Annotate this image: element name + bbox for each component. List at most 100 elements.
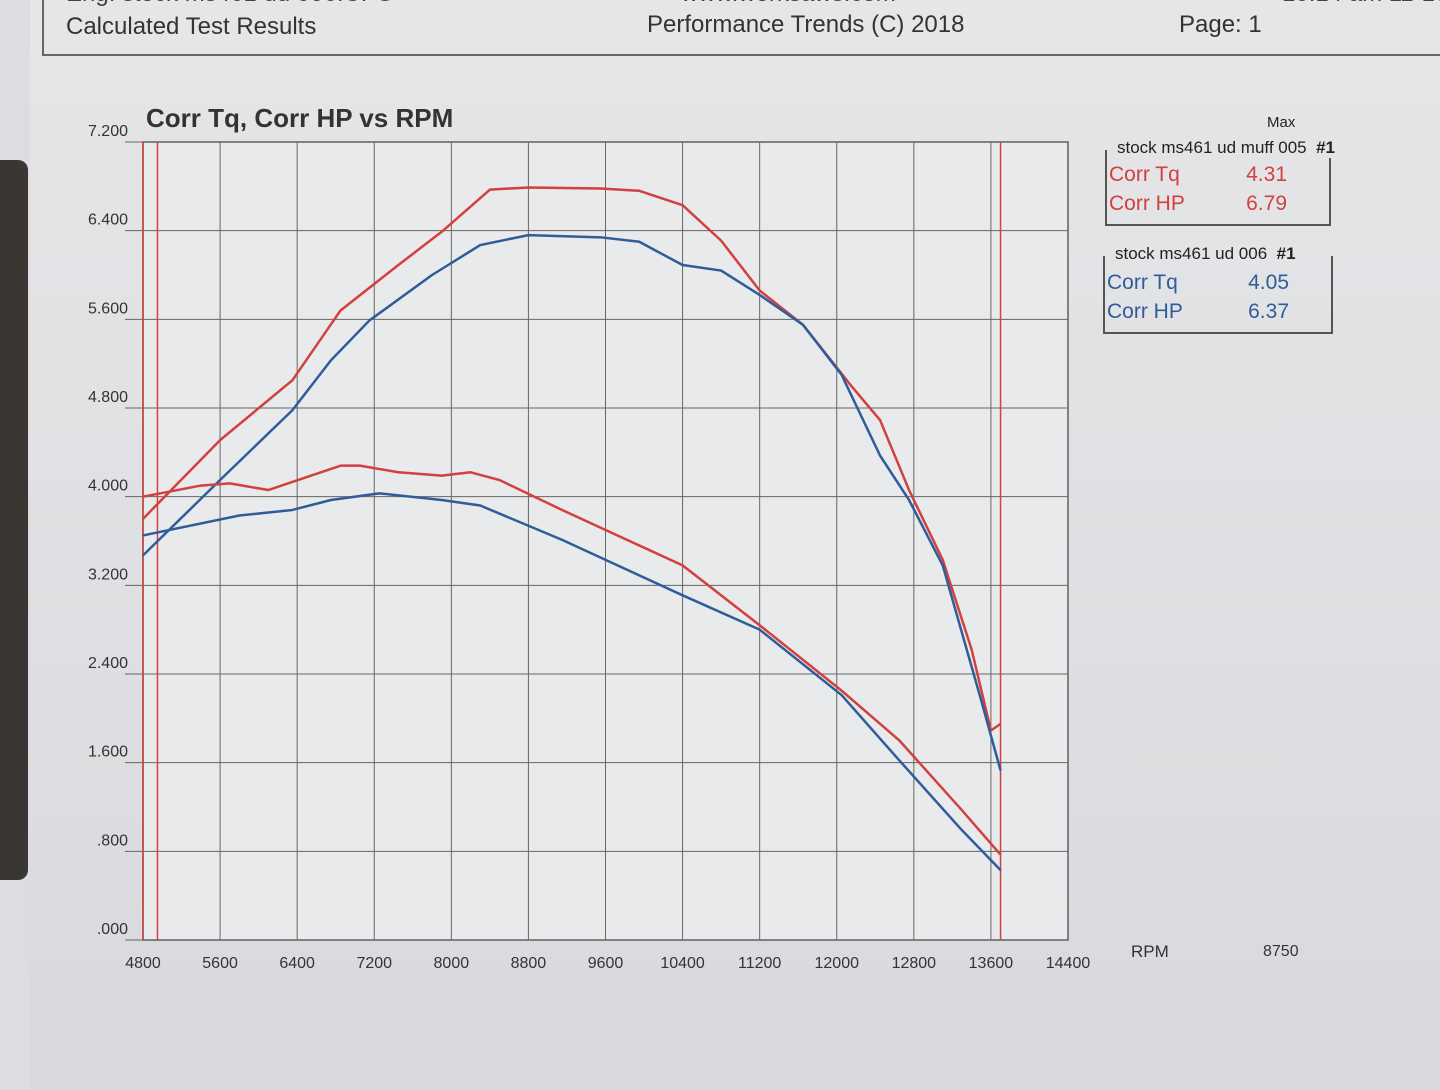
data-point bbox=[961, 829, 963, 832]
data-point bbox=[527, 234, 530, 236]
data-point bbox=[368, 319, 371, 322]
timestamp: 10:14 am 11-16-20 bbox=[1282, 0, 1440, 8]
data-point bbox=[999, 769, 1002, 772]
data-point bbox=[638, 189, 641, 192]
data-point bbox=[961, 809, 963, 812]
data-point bbox=[898, 739, 901, 742]
data-point bbox=[291, 409, 294, 412]
data-point bbox=[758, 624, 761, 627]
data-point bbox=[802, 324, 804, 326]
data-point bbox=[599, 187, 602, 190]
data-point bbox=[638, 240, 641, 243]
data-point bbox=[440, 474, 443, 477]
engine-file: Eng: stock ms461 ud 006.CFG bbox=[66, 0, 394, 8]
y-tick-label: 2.400 bbox=[88, 655, 128, 672]
data-point bbox=[840, 689, 843, 692]
data-point bbox=[999, 853, 1002, 856]
y-tick-label: 1.600 bbox=[88, 744, 128, 761]
page-number: Page: 1 bbox=[1179, 11, 1262, 38]
data-point bbox=[498, 479, 501, 481]
data-point bbox=[720, 239, 722, 242]
data-point bbox=[330, 499, 332, 501]
data-point bbox=[479, 244, 482, 246]
data-point bbox=[219, 479, 221, 481]
legend-run-2: stock ms461 ud 006 #1 Corr Tq 4.05 Corr H… bbox=[1103, 244, 1333, 334]
y-tick-label: 4.800 bbox=[88, 389, 128, 406]
data-point bbox=[681, 594, 684, 597]
data-point bbox=[980, 699, 983, 702]
data-point bbox=[840, 373, 843, 376]
legend-hp-label: Corr HP bbox=[1107, 300, 1183, 323]
data-point bbox=[638, 574, 641, 577]
y-tick-label: 3.200 bbox=[88, 566, 128, 583]
report-header: Eng: stock ms461 ud 006.CFG www.worksaws… bbox=[42, 0, 1440, 56]
data-point bbox=[228, 482, 231, 485]
x-tick-label: 10400 bbox=[660, 955, 705, 972]
series-corr-hp-line bbox=[142, 233, 1002, 771]
y-tick-label: .800 bbox=[97, 832, 128, 849]
y-tick-label: 5.600 bbox=[88, 300, 128, 317]
data-point bbox=[291, 509, 294, 511]
y-tick-label: 6.400 bbox=[88, 212, 128, 229]
data-point bbox=[339, 309, 342, 312]
data-point bbox=[142, 495, 144, 498]
data-point bbox=[479, 504, 482, 507]
data-point bbox=[440, 499, 443, 501]
legend-run-name: stock ms461 ud muff 005 #1 bbox=[1117, 138, 1335, 158]
data-point bbox=[489, 188, 491, 191]
series-corr-tq-line bbox=[142, 464, 1002, 856]
data-point bbox=[142, 554, 144, 557]
data-point bbox=[527, 186, 530, 189]
legend-tq-max: 4.31 bbox=[1246, 163, 1287, 186]
x-tick-label: 8000 bbox=[434, 955, 470, 972]
data-point bbox=[758, 294, 761, 296]
data-point bbox=[142, 534, 144, 537]
x-tick-label: 5600 bbox=[202, 955, 238, 972]
data-point bbox=[840, 694, 843, 696]
y-tick-label: 7.200 bbox=[88, 123, 128, 140]
data-point bbox=[330, 359, 332, 362]
data-point bbox=[941, 559, 944, 561]
legend-tq-max: 4.05 bbox=[1248, 271, 1289, 294]
rpm-readout: 8750 bbox=[1263, 943, 1299, 960]
data-point bbox=[681, 204, 684, 206]
legend-run-1: Max stock ms461 ud muff 005 #1 Corr Tq 4.… bbox=[1105, 114, 1335, 226]
x-tick-label: 4800 bbox=[125, 955, 161, 972]
copyright: Performance Trends (C) 2018 bbox=[647, 11, 965, 38]
data-point bbox=[681, 564, 684, 567]
chart-title: Corr Tq, Corr HP vs RPM bbox=[146, 103, 453, 133]
x-tick-label: 12800 bbox=[892, 955, 937, 972]
data-point bbox=[358, 464, 361, 467]
data-point bbox=[561, 509, 563, 511]
legend-hp-max: 6.37 bbox=[1248, 300, 1289, 323]
y-tick-label: 4.000 bbox=[88, 478, 128, 495]
data-point bbox=[879, 419, 881, 421]
data-point bbox=[339, 464, 342, 467]
x-tick-label: 7200 bbox=[356, 955, 392, 972]
legend-hp-label: Corr HP bbox=[1109, 192, 1185, 215]
data-point bbox=[397, 471, 400, 474]
x-axis-label: RPM bbox=[1131, 942, 1169, 961]
clipboard-edge bbox=[0, 160, 28, 880]
x-tick-label: 11200 bbox=[738, 955, 781, 972]
data-point bbox=[970, 648, 973, 651]
data-point bbox=[908, 499, 910, 501]
data-point bbox=[267, 489, 270, 491]
data-point bbox=[599, 236, 602, 239]
data-point bbox=[291, 379, 294, 382]
data-point bbox=[638, 544, 641, 547]
report-title: Calculated Test Results bbox=[66, 13, 317, 40]
data-point bbox=[879, 454, 881, 457]
data-point bbox=[999, 723, 1002, 725]
data-point bbox=[681, 264, 684, 266]
x-tick-label: 13600 bbox=[969, 955, 1014, 972]
x-tick-label: 9600 bbox=[588, 955, 624, 972]
data-point bbox=[561, 539, 563, 541]
data-point bbox=[469, 471, 472, 474]
data-point bbox=[378, 492, 380, 495]
x-tick-label: 12000 bbox=[815, 955, 860, 972]
data-point bbox=[440, 230, 443, 233]
data-point bbox=[941, 564, 944, 567]
data-point bbox=[720, 269, 722, 272]
